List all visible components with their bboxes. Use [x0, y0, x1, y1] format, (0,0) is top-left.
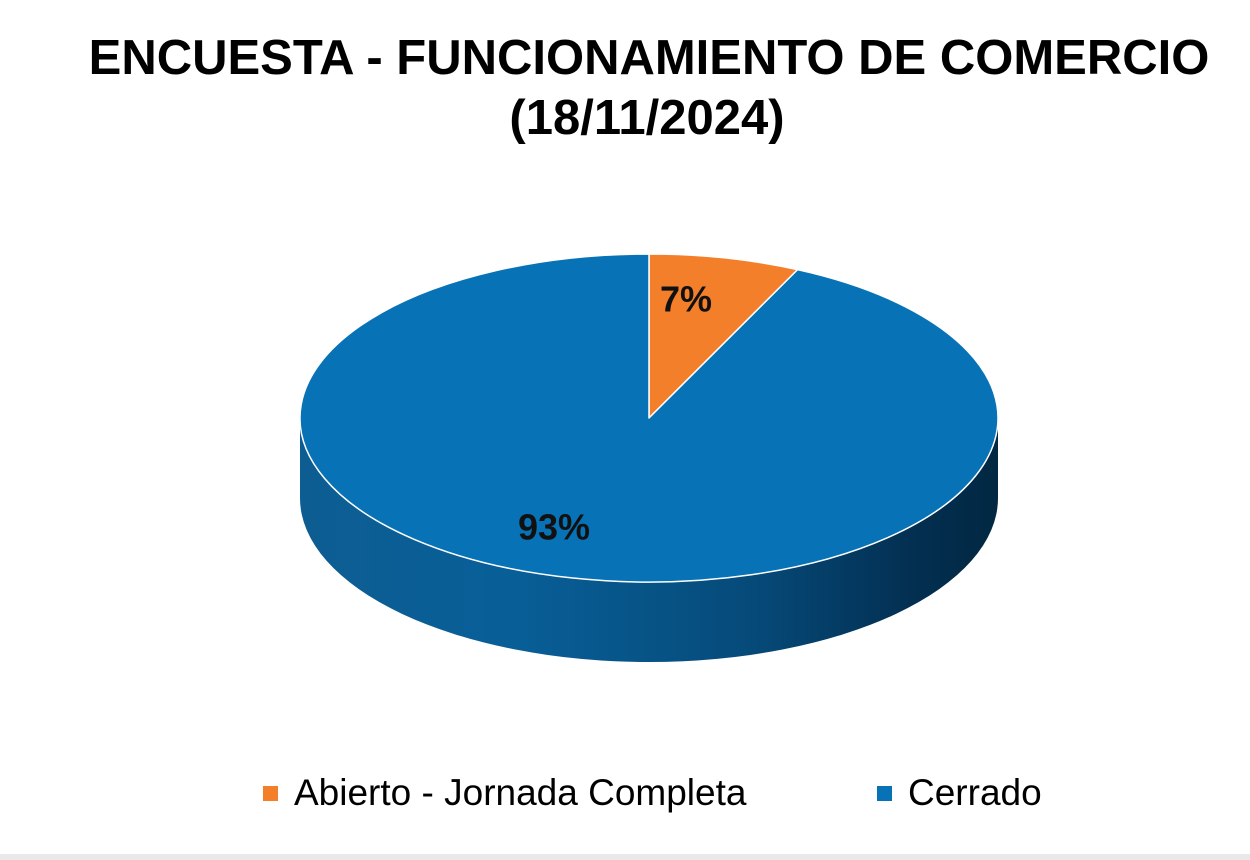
legend-item-abierto: Abierto - Jornada Completa [263, 770, 746, 816]
pie-side-wall [300, 418, 998, 662]
pie-depth [300, 418, 998, 662]
chart-title-line-1: ENCUESTA - FUNCIONAMIENTO DE COMERCIO [88, 31, 1210, 85]
data-label-abierto: 7% [660, 279, 712, 320]
legend-swatch-cerrado [877, 785, 892, 801]
chart-title-line-2: (18/11/2024) [509, 91, 785, 145]
chart-title: ENCUESTA - FUNCIONAMIENTO DE COMERCIO (1… [0, 28, 1250, 148]
pie-slice-cerrado [299, 253, 999, 583]
legend-label-cerrado: Cerrado [908, 772, 1042, 813]
chart-legend: Abierto - Jornada Completa Cerrado [0, 770, 1250, 816]
pie-data-labels: 7% 93% [518, 279, 712, 548]
pie-slice-abierto [648, 253, 799, 419]
legend-item-cerrado: Cerrado [877, 770, 1042, 816]
legend-swatch-abierto [263, 785, 278, 801]
pie-slices [299, 253, 999, 583]
bottom-divider [0, 854, 1250, 860]
data-label-cerrado: 93% [518, 507, 590, 548]
legend-label-abierto: Abierto - Jornada Completa [294, 772, 747, 813]
